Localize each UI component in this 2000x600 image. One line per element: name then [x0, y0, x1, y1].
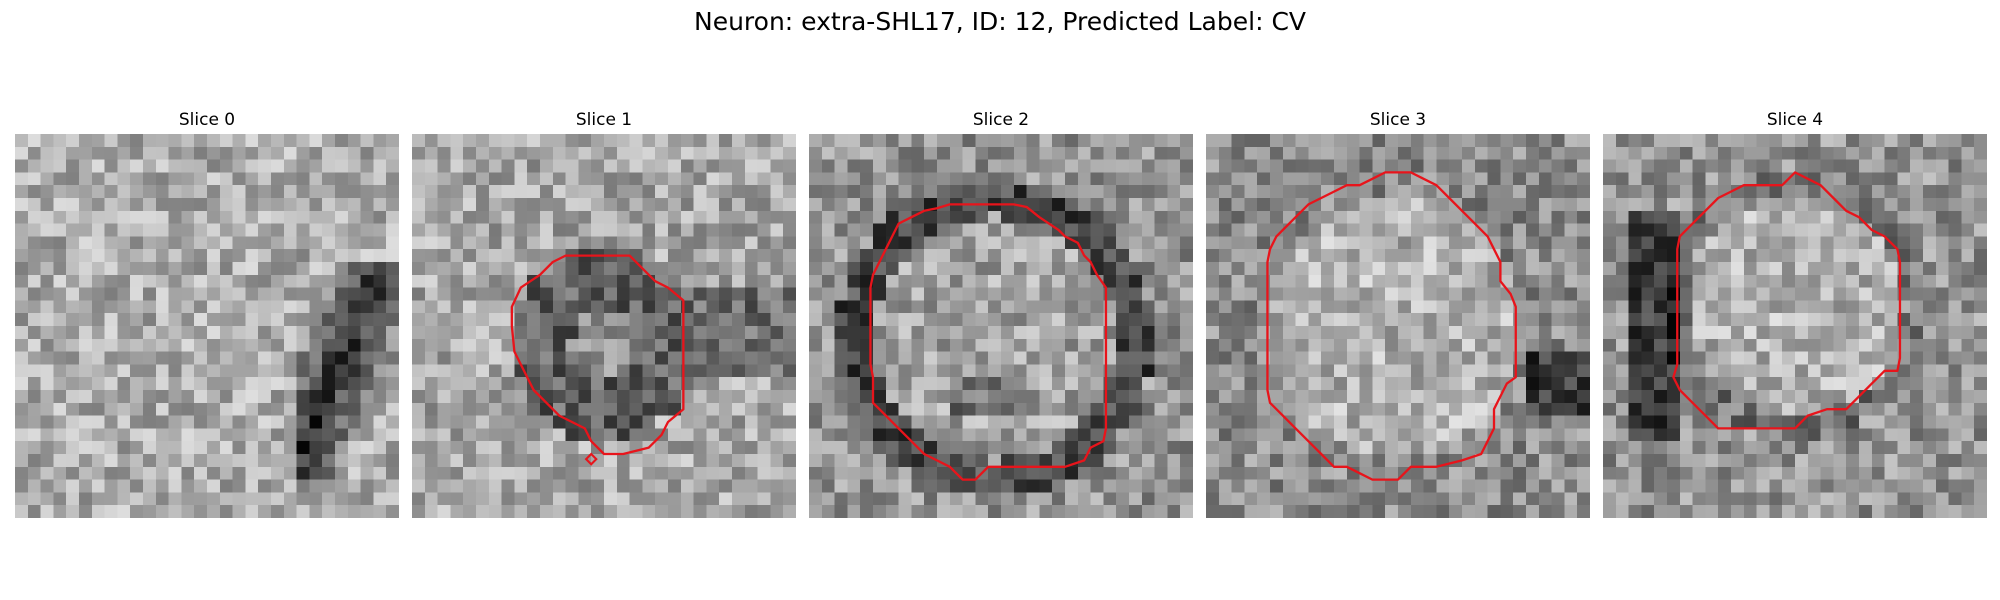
slice-title-1: Slice 1: [575, 110, 633, 130]
segmentation-contour: [1672, 171, 1902, 430]
segmentation-contour-small: [584, 452, 598, 466]
slice-image-4: [1603, 134, 1987, 518]
slice-title-4: Slice 4: [1766, 110, 1824, 130]
slice-image-2: [809, 134, 1193, 518]
slice-image-0: [15, 134, 399, 518]
slice-title-3: Slice 3: [1369, 110, 1427, 130]
slice-image-3: [1206, 134, 1590, 518]
figure-title: Neuron: extra-SHL17, ID: 12, Predicted L…: [694, 7, 1306, 36]
segmentation-contour: [1266, 171, 1517, 481]
segmentation-contour: [510, 254, 685, 456]
slice-title-0: Slice 0: [178, 110, 236, 130]
slice-title-2: Slice 2: [972, 110, 1030, 130]
segmentation-contour: [869, 203, 1108, 481]
slice-image-1: [412, 134, 796, 518]
